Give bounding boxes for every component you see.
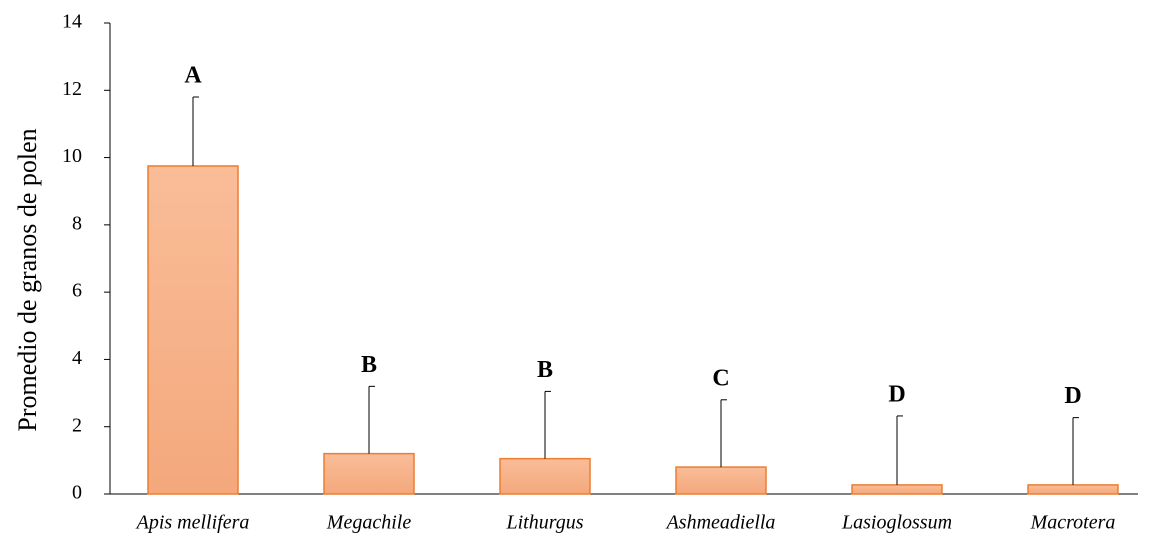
x-tick-label: Macrotera (1030, 512, 1116, 534)
y-tick-label: 14 (62, 11, 82, 33)
x-tick-label: Ashmeadiella (665, 512, 776, 534)
annotation: B (537, 357, 553, 383)
annotation: D (888, 381, 905, 407)
x-tick-label: Lasioglossum (841, 512, 952, 534)
y-tick-label: 6 (72, 280, 82, 302)
x-tick-label: Lithurgus (505, 512, 583, 534)
y-axis-label: Promedio de granos de polen (13, 128, 42, 431)
y-tick-label: 2 (72, 414, 82, 436)
annotation: D (1064, 383, 1081, 409)
y-tick-label: 10 (62, 145, 82, 167)
bar (147, 165, 239, 495)
annotation: C (712, 365, 729, 391)
annotation: A (184, 63, 202, 89)
bar (675, 466, 767, 495)
bar (851, 484, 943, 495)
annotation: B (361, 352, 377, 378)
y-tick-label: 12 (62, 78, 82, 100)
y-tick-label: 0 (72, 482, 82, 504)
bar (323, 452, 415, 495)
x-tick-label: Apis mellifera (135, 512, 250, 534)
bar (1027, 484, 1119, 495)
x-tick-label: Megachile (326, 512, 412, 534)
y-tick-label: 4 (72, 347, 82, 369)
bar (499, 457, 591, 495)
y-tick-label: 8 (72, 212, 82, 234)
